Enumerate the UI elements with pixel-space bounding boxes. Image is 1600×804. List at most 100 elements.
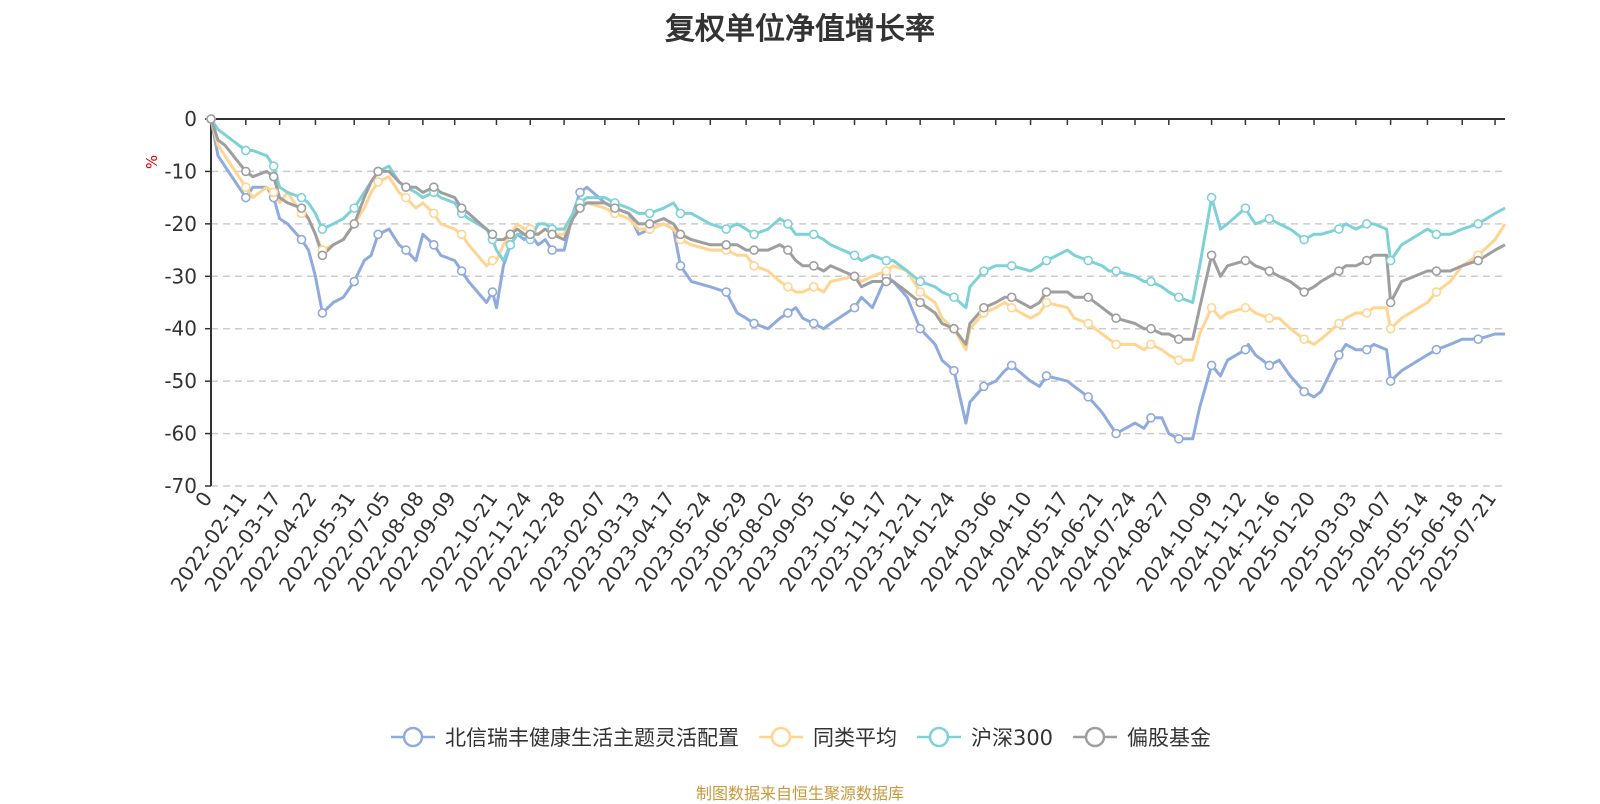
series-point-2: [721, 224, 732, 234]
series-point-3: [1041, 287, 1052, 297]
y-tick-label: -60: [164, 422, 197, 446]
series-point-0: [1473, 334, 1483, 345]
series-point-3: [808, 260, 819, 271]
series-point-2: [849, 250, 860, 261]
legend-item-1[interactable]: 同类平均: [757, 722, 897, 752]
series-point-2: [1264, 213, 1275, 224]
series-point-2: [949, 292, 959, 303]
series-point-1: [487, 255, 498, 266]
series-point-3: [949, 323, 959, 334]
series-point-2: [1361, 219, 1372, 229]
series-point-3: [783, 245, 793, 255]
series-point-3: [1385, 297, 1396, 308]
series-point-0: [1299, 386, 1309, 397]
series-point-2: [1431, 229, 1442, 240]
series-point-3: [456, 203, 467, 213]
series-point-2: [749, 229, 759, 240]
legend-item-3[interactable]: 偏股基金: [1071, 722, 1211, 752]
series-point-1: [1041, 297, 1052, 308]
series-point-2: [1240, 203, 1251, 213]
series-point-3: [1361, 255, 1372, 266]
series-point-2: [979, 266, 989, 276]
series-point-2: [644, 208, 655, 219]
series-point-3: [1473, 255, 1483, 266]
legend-label: 沪深300: [970, 726, 1054, 750]
series-point-0: [675, 260, 686, 271]
series-point-2: [1473, 219, 1483, 229]
legend-swatch-icon: [916, 726, 961, 748]
grid-lines: [211, 170, 1505, 487]
series-point-0: [1264, 360, 1275, 371]
series-point-3: [575, 203, 585, 213]
y-tick-label: -70: [164, 474, 197, 498]
series-point-3: [241, 166, 251, 177]
series-point-3: [317, 250, 328, 261]
series-point-3: [401, 182, 411, 192]
series-markers: [206, 114, 1483, 444]
series-point-1: [1173, 355, 1184, 365]
series-point-3: [1111, 313, 1121, 324]
series-point-3: [979, 302, 989, 313]
series-point-1: [808, 281, 819, 292]
series-point-0: [401, 245, 411, 255]
data-source-note: 制图数据来自恒生聚源数据库: [695, 784, 904, 803]
series-point-3: [644, 219, 655, 229]
series-point-0: [1173, 434, 1184, 444]
legend-label: 同类平均: [812, 726, 897, 750]
series-point-3: [428, 182, 439, 192]
series-point-3: [1264, 266, 1275, 276]
series-point-2: [268, 161, 279, 171]
series-point-2: [241, 145, 251, 156]
series-point-3: [1006, 292, 1017, 303]
series-point-2: [317, 224, 328, 234]
series-point-2: [808, 229, 819, 240]
series-point-3: [525, 229, 536, 240]
series-point-1: [456, 229, 467, 240]
series-point-3: [675, 229, 686, 240]
series-point-2: [1111, 266, 1121, 276]
series-point-2: [1146, 276, 1156, 287]
series-point-3: [349, 219, 360, 229]
series-point-3: [749, 245, 759, 255]
series-point-3: [1083, 292, 1094, 303]
series-point-0: [1041, 371, 1052, 381]
legend-swatch-icon: [390, 726, 435, 748]
series-point-3: [1173, 334, 1184, 345]
series-point-3: [1334, 266, 1344, 276]
series-point-3: [268, 171, 279, 182]
series-point-0: [241, 192, 251, 203]
series-point-2: [1334, 224, 1344, 234]
series-point-0: [1206, 360, 1217, 371]
series-point-2: [296, 192, 307, 203]
series-point-1: [1431, 287, 1442, 297]
series-point-3: [206, 114, 216, 124]
chart-legend: 北信瑞丰健康生活主题灵活配置 同类平均 沪深300 偏股基金: [0, 722, 1600, 752]
series-point-1: [1264, 313, 1275, 324]
series-point-1: [915, 287, 925, 297]
series-point-0: [1006, 360, 1017, 371]
y-axis-unit-label: %: [143, 155, 161, 169]
series-point-3: [849, 271, 860, 282]
series-point-0: [949, 365, 959, 376]
legend-item-0[interactable]: 北信瑞丰健康生活主题灵活配置: [389, 722, 739, 752]
series-point-0: [915, 323, 925, 334]
series-point-1: [401, 192, 411, 203]
series-point-0: [296, 234, 307, 245]
y-tick-label: -10: [164, 159, 197, 183]
series-point-0: [1240, 344, 1251, 355]
series-point-3: [505, 229, 516, 240]
series-point-1: [1006, 302, 1017, 313]
series-point-3: [881, 276, 892, 287]
series-point-1: [268, 187, 279, 198]
series-point-0: [749, 318, 759, 329]
axes: 0-10-20-30-40-50-60-7002022-02-112022-03…: [164, 107, 1505, 596]
series-point-3: [296, 203, 307, 213]
series-point-2: [1041, 255, 1052, 266]
y-tick-label: -40: [164, 317, 197, 341]
legend-item-2[interactable]: 沪深300: [915, 722, 1053, 752]
series-point-2: [783, 219, 793, 229]
legend-swatch-icon: [758, 726, 803, 748]
series-point-2: [675, 208, 686, 219]
series-point-2: [881, 255, 892, 266]
series-point-0: [487, 287, 498, 297]
